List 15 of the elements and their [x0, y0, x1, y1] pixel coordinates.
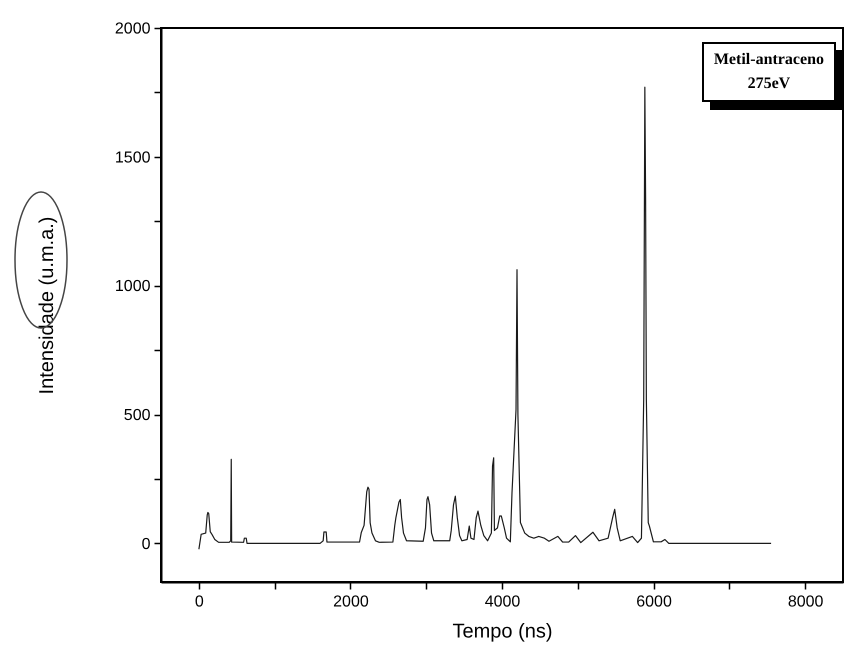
line-series — [198, 86, 772, 550]
y-tick-label: 500 — [124, 407, 151, 424]
x-axis-title: Tempo (ns) — [452, 620, 553, 642]
x-tick-label: 8000 — [788, 594, 824, 610]
y-axis-title: Intensidade (u.m.a.) — [36, 216, 58, 394]
annotation: Metil-antraceno — [714, 50, 824, 70]
y-tick-label: 0 — [142, 536, 151, 553]
y-tick-label: 2000 — [114, 20, 151, 38]
y-tick-label: 1500 — [114, 149, 151, 166]
x-tick-label: 6000 — [636, 594, 672, 610]
x-tick-label: 4000 — [484, 594, 520, 610]
x-tick-label: 2000 — [333, 594, 369, 610]
y-tick-label: 1000 — [114, 278, 151, 296]
x-tick-label: 0 — [194, 594, 204, 610]
annotation: 275eV — [746, 74, 792, 94]
